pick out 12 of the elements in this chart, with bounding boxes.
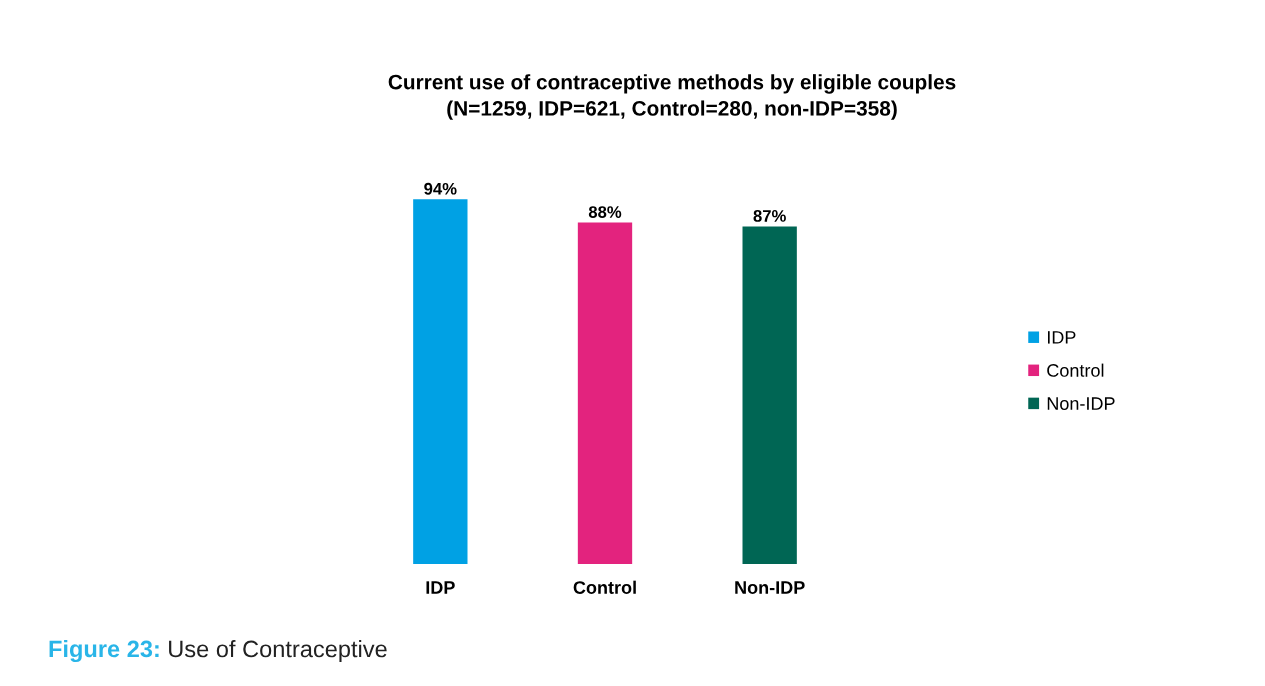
x-tick-label: Non-IDP [735,581,805,594]
chart-title: Current use of contraceptive methods by eligible couples (N=1259, IDP=621, Control=280, non-IDP=358) [388,74,956,120]
x-tick-label: Control [573,580,636,594]
data-label: 87% [753,210,786,222]
legend-label: Non-IDP [1047,397,1115,410]
legend-label: IDP [1047,331,1076,344]
text: Use of Contraceptive [169,639,387,662]
caption: Figure 23: [49,639,159,663]
data-label: 88% [588,206,622,218]
data-label: 94% [424,182,457,195]
x-tick-label: IDP [426,581,455,594]
legend-label: Control [1047,363,1104,377]
